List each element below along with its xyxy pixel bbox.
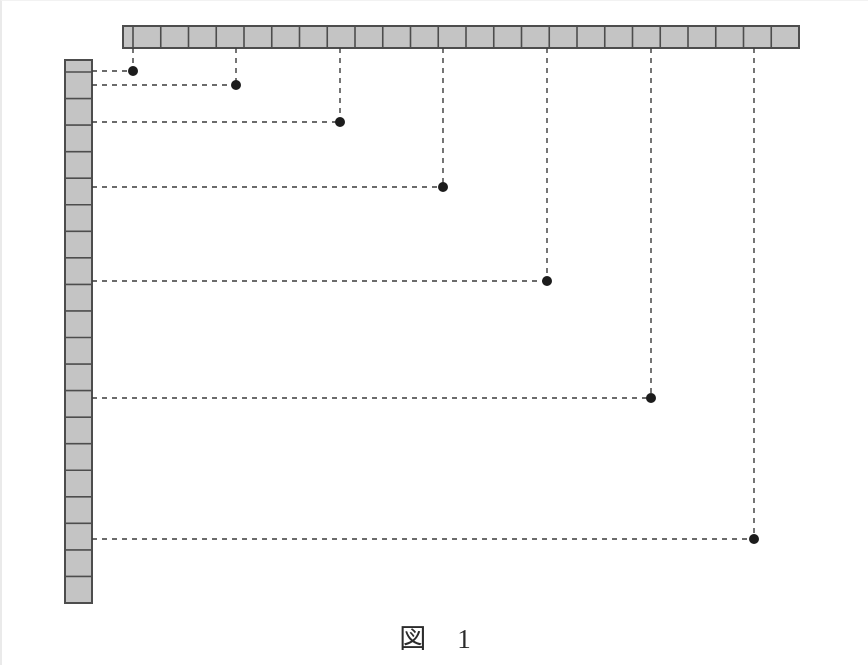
data-point [335,117,345,127]
data-point [128,66,138,76]
figure-caption: 図 1 [399,624,473,654]
data-point [542,276,552,286]
left-ruler [64,59,93,604]
data-point [749,534,759,544]
top-ruler [122,25,800,49]
data-point [646,393,656,403]
data-point [438,182,448,192]
data-point [231,80,241,90]
